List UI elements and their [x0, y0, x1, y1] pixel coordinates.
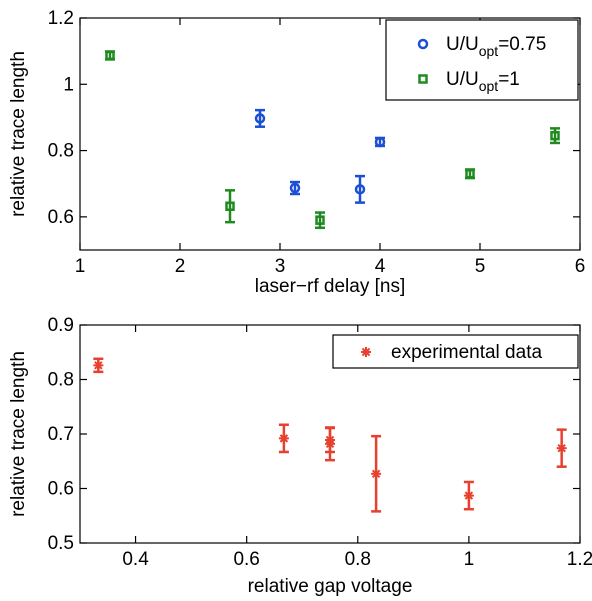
star-marker: [371, 468, 382, 479]
square-marker: [550, 130, 560, 141]
y-tick-label: 0.8: [48, 141, 74, 162]
data-point-square-0: [105, 50, 115, 61]
data-point-star-3: [325, 426, 335, 462]
bottom-chart-panel: 0.4 0.6 0.8 1 1.2 0.5 0.6 0.7 0.8 0.9 relative ga…: [8, 315, 592, 597]
star-marker: [278, 433, 289, 444]
bottom-legend-box: [332, 334, 579, 369]
x-tick-label: 3: [275, 256, 286, 277]
data-point-star-1: [278, 423, 289, 454]
top-chart-panel: 1 2 3 4 5 6 0.6 0.8 1 1.2 laser−rf delay [ns] rel…: [8, 8, 585, 297]
x-tick-label: 1: [75, 256, 86, 277]
star-marker: [556, 443, 567, 454]
legend-square-marker: [418, 74, 428, 84]
bottom-marks: [93, 357, 567, 513]
x-tick-label: 5: [475, 256, 486, 277]
data-point-circle-3: [374, 136, 386, 148]
star-marker: [463, 490, 474, 501]
y-tick-label: 0.8: [48, 370, 74, 391]
y-tick-label: 1.2: [48, 8, 74, 29]
x-tick-label: 1: [464, 549, 475, 570]
data-point-circle-0: [254, 108, 266, 128]
square-marker: [315, 215, 325, 225]
circle-marker: [354, 184, 366, 195]
data-point-star-5: [463, 480, 474, 511]
top-ylabel: relative trace length: [8, 51, 29, 217]
bottom-legend: experimental data: [332, 334, 579, 369]
data-point-circle-1: [289, 180, 301, 196]
legend-star-marker: [361, 347, 371, 357]
x-tick-label: 6: [575, 256, 586, 277]
y-tick-label: 0.7: [48, 424, 74, 445]
star-marker: [325, 438, 335, 449]
top-xlabel: laser−rf delay [ns]: [255, 276, 406, 297]
y-tick-label: 0.5: [48, 533, 74, 554]
top-marks: [105, 50, 560, 230]
bottom-xlabel: relative gap voltage: [248, 576, 413, 597]
legend-circle-marker: [417, 38, 429, 50]
circle-marker: [254, 113, 266, 124]
bottom-ylabel: relative trace length: [8, 351, 29, 517]
square-marker: [465, 169, 475, 179]
y-tick-label: 0.6: [48, 479, 74, 500]
circle-marker: [374, 136, 386, 148]
data-point-square-2: [315, 211, 325, 230]
top-legend: U/Uopt=0.75 U/Uopt=1: [385, 19, 579, 101]
star-marker: [93, 360, 104, 371]
x-tick-label: 1.2: [567, 549, 592, 570]
y-tick-label: 1: [63, 74, 74, 95]
legend-label-experimental-data: experimental data: [391, 342, 542, 363]
data-point-square-3: [465, 168, 475, 180]
legend-label-series-2: U/Uopt=1: [446, 69, 520, 94]
legend-item-series-2: [418, 74, 428, 84]
x-tick-label: 0.6: [233, 549, 259, 570]
y-tick-label: 0.9: [48, 315, 74, 336]
bottom-ticks: 0.4 0.6 0.8 1 1.2 0.5 0.6 0.7 0.8 0.9: [48, 315, 592, 570]
data-point-circle-2: [354, 174, 366, 204]
legend-label-series-1: U/Uopt=0.75: [446, 34, 546, 59]
data-point-star-0: [93, 357, 104, 374]
square-marker: [105, 50, 115, 61]
circle-marker: [289, 182, 301, 194]
x-tick-label: 0.4: [122, 549, 149, 570]
square-marker: [225, 201, 235, 212]
x-tick-label: 4: [375, 256, 386, 277]
top-plot-area: [79, 17, 581, 251]
data-point-star-4: [371, 434, 382, 513]
data-point-square-4: [550, 127, 560, 145]
x-tick-label: 0.8: [345, 549, 371, 570]
legend-item-experimental-data: [361, 347, 371, 357]
data-point-star-6: [556, 428, 567, 468]
top-legend-box: [385, 19, 579, 101]
data-point-square-1: [225, 189, 235, 224]
x-tick-label: 2: [175, 256, 186, 277]
legend-item-series-1: [417, 38, 429, 50]
y-tick-label: 0.6: [48, 207, 74, 228]
